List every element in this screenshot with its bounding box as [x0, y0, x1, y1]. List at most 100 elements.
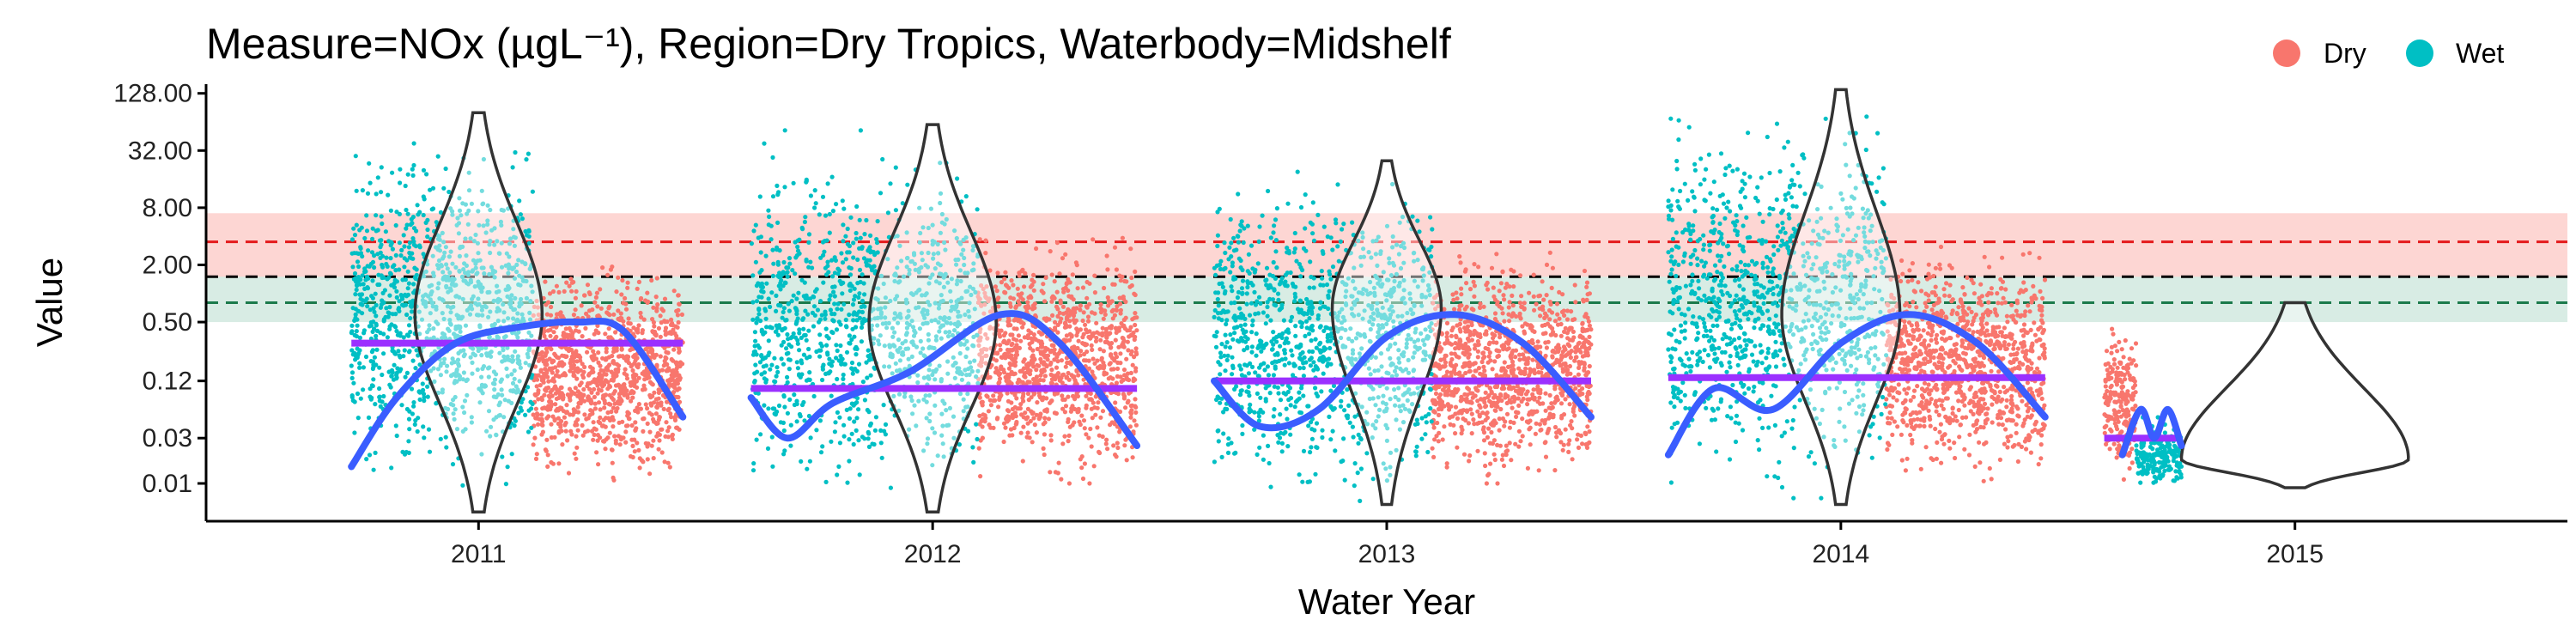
dry-point	[1458, 260, 1463, 265]
wet-point	[439, 336, 445, 341]
dry-point	[1001, 421, 1007, 426]
wet-point	[758, 250, 763, 255]
wet-point	[447, 270, 453, 276]
wet-point	[445, 363, 450, 368]
dry-point	[623, 367, 628, 372]
wet-point	[415, 428, 420, 434]
wet-point	[499, 240, 504, 246]
dry-point	[1533, 431, 1538, 436]
dry-point	[1431, 425, 1437, 430]
dry-point	[1465, 324, 1471, 329]
wet-point	[450, 209, 455, 214]
wet-point	[401, 335, 406, 340]
dry-point	[629, 437, 635, 442]
wet-point	[793, 271, 798, 276]
dry-point	[580, 422, 585, 428]
dry-point	[600, 265, 605, 270]
wet-point	[435, 367, 440, 372]
wet-point	[832, 294, 837, 299]
dry-point	[622, 355, 627, 361]
dry-point	[1108, 375, 1113, 380]
dry-point	[1018, 338, 1024, 343]
dry-point	[1123, 299, 1128, 305]
dry-point	[613, 330, 618, 335]
wet-point	[481, 156, 487, 162]
wet-point	[372, 326, 377, 331]
wet-point	[454, 313, 459, 318]
dry-point	[1461, 452, 1467, 457]
wet-point	[389, 368, 395, 373]
dry-point	[541, 359, 546, 364]
wet-point	[858, 128, 864, 133]
wet-point	[408, 330, 413, 335]
dry-point	[550, 387, 555, 392]
wet-point	[854, 352, 859, 357]
dry-point	[574, 289, 579, 294]
dry-point	[548, 333, 553, 338]
wet-point	[795, 366, 801, 371]
dry-point	[651, 419, 657, 424]
dry-point	[1084, 327, 1089, 332]
wet-point	[354, 188, 359, 193]
dry-point	[580, 433, 586, 438]
dry-point	[1061, 289, 1066, 295]
wet-point	[965, 428, 971, 434]
wet-point	[468, 280, 474, 285]
wet-point	[460, 314, 465, 319]
wet-point	[427, 327, 432, 332]
dry-point	[573, 307, 578, 313]
wet-point	[838, 354, 843, 359]
dry-point	[641, 317, 647, 322]
dry-point	[611, 417, 617, 422]
dry-point	[1059, 477, 1064, 482]
wet-point	[474, 271, 479, 276]
wet-point	[405, 211, 410, 216]
wet-point	[825, 259, 830, 264]
wet-point	[775, 369, 781, 374]
wet-point	[389, 240, 394, 245]
dry-point	[580, 398, 585, 403]
dry-point	[546, 379, 551, 384]
dry-point	[1109, 367, 1114, 372]
wet-point	[804, 257, 809, 263]
wet-point	[361, 365, 366, 370]
wet-point	[494, 433, 499, 438]
dry-point	[1584, 280, 1590, 285]
wet-point	[387, 293, 392, 298]
legend-wet-marker	[2406, 39, 2433, 67]
wet-point	[788, 422, 793, 428]
wet-point	[784, 265, 789, 270]
dry-point	[1020, 459, 1025, 464]
dry-point	[998, 343, 1003, 348]
wet-point	[428, 368, 434, 374]
dry-point	[570, 350, 576, 355]
dry-point	[1025, 430, 1030, 435]
wet-point	[849, 283, 854, 289]
wet-point	[803, 296, 808, 301]
wet-point	[367, 161, 372, 166]
dry-point	[1125, 400, 1130, 405]
wet-point	[501, 319, 507, 324]
dry-point	[534, 452, 539, 457]
wet-point	[756, 345, 762, 350]
dry-point	[531, 313, 536, 318]
wet-point	[492, 242, 497, 247]
dry-point	[1133, 346, 1139, 351]
dry-point	[1132, 337, 1137, 343]
dry-point	[1105, 267, 1110, 272]
dry-point	[1005, 398, 1011, 404]
dry-point	[1042, 408, 1048, 413]
dry-point	[593, 427, 598, 432]
wet-point	[860, 380, 866, 385]
wet-point	[864, 360, 869, 365]
wet-point	[441, 316, 447, 322]
dry-point	[611, 405, 617, 410]
dry-point	[617, 398, 623, 403]
dry-point	[586, 395, 591, 400]
wet-point	[499, 387, 504, 392]
wet-point	[398, 293, 404, 298]
wet-point	[405, 172, 410, 177]
dry-point	[569, 366, 574, 371]
dry-point	[605, 272, 611, 277]
dry-point	[1088, 426, 1093, 432]
